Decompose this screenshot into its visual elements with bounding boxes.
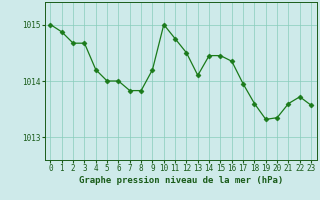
X-axis label: Graphe pression niveau de la mer (hPa): Graphe pression niveau de la mer (hPa): [79, 176, 283, 185]
